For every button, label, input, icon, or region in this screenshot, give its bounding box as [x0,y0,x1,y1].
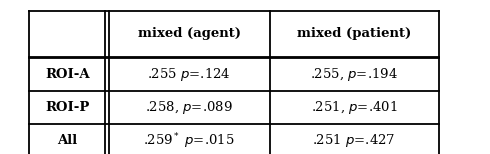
Text: ROI-A: ROI-A [45,68,90,81]
Text: mixed (patient): mixed (patient) [297,27,411,40]
Text: .258, $p$=.089: .258, $p$=.089 [145,99,233,116]
Text: .259$^*$ $p$=.015: .259$^*$ $p$=.015 [144,131,235,151]
Text: mixed (agent): mixed (agent) [138,27,241,40]
Text: .251, $p$=.401: .251, $p$=.401 [311,99,397,116]
Text: All: All [57,134,77,147]
Text: ROI-P: ROI-P [45,101,90,114]
Text: .255 $p$=.124: .255 $p$=.124 [147,66,231,83]
Text: .251 $p$=.427: .251 $p$=.427 [312,132,396,149]
Text: .255, $p$=.194: .255, $p$=.194 [310,66,398,83]
